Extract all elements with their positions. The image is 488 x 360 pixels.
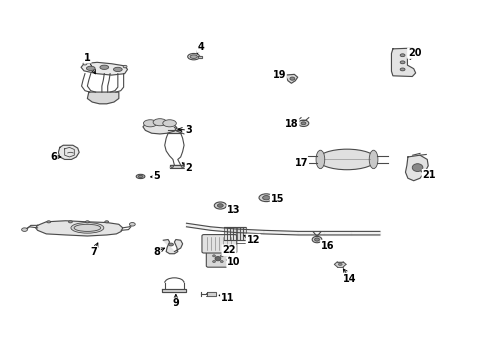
Ellipse shape: [85, 221, 89, 223]
Text: 5: 5: [153, 171, 160, 181]
Polygon shape: [206, 292, 216, 296]
Text: 20: 20: [407, 48, 421, 58]
Ellipse shape: [220, 260, 223, 262]
Ellipse shape: [217, 204, 223, 207]
Text: 2: 2: [185, 163, 192, 172]
Ellipse shape: [138, 175, 142, 177]
Polygon shape: [142, 121, 177, 134]
Text: 13: 13: [226, 205, 240, 215]
Ellipse shape: [153, 119, 166, 126]
Polygon shape: [297, 231, 324, 235]
Ellipse shape: [399, 61, 404, 64]
Ellipse shape: [298, 120, 308, 126]
Ellipse shape: [168, 243, 173, 246]
Ellipse shape: [301, 122, 305, 125]
Text: 17: 17: [294, 158, 307, 168]
Polygon shape: [186, 223, 210, 230]
Text: 4: 4: [197, 42, 204, 52]
Ellipse shape: [190, 55, 197, 58]
Ellipse shape: [317, 149, 375, 170]
Polygon shape: [169, 165, 185, 168]
Ellipse shape: [314, 238, 319, 241]
Ellipse shape: [68, 221, 72, 223]
Polygon shape: [197, 55, 202, 58]
Polygon shape: [36, 221, 122, 236]
Polygon shape: [285, 75, 297, 83]
Text: 21: 21: [422, 170, 435, 180]
Text: 11: 11: [221, 293, 234, 303]
Polygon shape: [226, 228, 229, 240]
Ellipse shape: [315, 150, 324, 168]
Ellipse shape: [104, 221, 108, 223]
Ellipse shape: [100, 65, 108, 69]
Ellipse shape: [311, 237, 321, 243]
Ellipse shape: [71, 222, 103, 233]
Text: 19: 19: [272, 71, 285, 80]
Ellipse shape: [259, 194, 273, 202]
Polygon shape: [264, 230, 297, 235]
Text: 10: 10: [226, 257, 240, 267]
Ellipse shape: [220, 255, 223, 257]
Ellipse shape: [338, 263, 342, 265]
Polygon shape: [405, 155, 427, 181]
Polygon shape: [243, 228, 245, 240]
Ellipse shape: [368, 150, 377, 168]
Text: 8: 8: [153, 247, 160, 257]
Polygon shape: [239, 228, 242, 240]
Ellipse shape: [21, 228, 27, 231]
Polygon shape: [81, 62, 127, 75]
Ellipse shape: [399, 54, 404, 57]
Ellipse shape: [187, 54, 200, 60]
Ellipse shape: [215, 257, 221, 261]
Text: 3: 3: [185, 125, 192, 135]
Ellipse shape: [129, 222, 135, 226]
Polygon shape: [163, 239, 182, 254]
Ellipse shape: [212, 255, 215, 257]
Polygon shape: [234, 229, 264, 234]
Text: 9: 9: [172, 298, 179, 309]
Ellipse shape: [163, 120, 176, 127]
Text: 1: 1: [84, 53, 91, 63]
FancyBboxPatch shape: [202, 235, 236, 253]
Ellipse shape: [136, 174, 144, 179]
Ellipse shape: [170, 166, 173, 167]
Ellipse shape: [143, 120, 157, 127]
Ellipse shape: [181, 166, 183, 167]
Ellipse shape: [289, 77, 294, 80]
Ellipse shape: [123, 65, 127, 68]
Text: 18: 18: [285, 119, 298, 129]
Ellipse shape: [86, 66, 95, 71]
Polygon shape: [230, 228, 233, 240]
Text: 16: 16: [320, 240, 334, 251]
Polygon shape: [236, 228, 239, 240]
Text: 7: 7: [90, 247, 97, 257]
Ellipse shape: [214, 202, 226, 209]
Polygon shape: [233, 228, 236, 240]
Polygon shape: [168, 130, 180, 133]
Text: 22: 22: [222, 245, 235, 255]
Text: 6: 6: [50, 152, 57, 162]
Polygon shape: [324, 231, 350, 235]
Text: 14: 14: [343, 274, 356, 284]
Text: 12: 12: [246, 235, 260, 244]
Polygon shape: [223, 228, 226, 240]
Ellipse shape: [262, 195, 269, 200]
Ellipse shape: [399, 68, 404, 71]
Ellipse shape: [47, 221, 51, 223]
Ellipse shape: [113, 67, 122, 72]
Ellipse shape: [411, 164, 422, 171]
Polygon shape: [58, 145, 79, 159]
Polygon shape: [162, 289, 186, 292]
Ellipse shape: [83, 63, 87, 65]
Ellipse shape: [212, 260, 215, 262]
Polygon shape: [210, 227, 234, 233]
Polygon shape: [391, 48, 415, 77]
Polygon shape: [334, 262, 346, 267]
Text: 15: 15: [270, 194, 284, 204]
FancyBboxPatch shape: [206, 250, 229, 267]
Polygon shape: [87, 92, 119, 104]
Polygon shape: [350, 231, 379, 235]
